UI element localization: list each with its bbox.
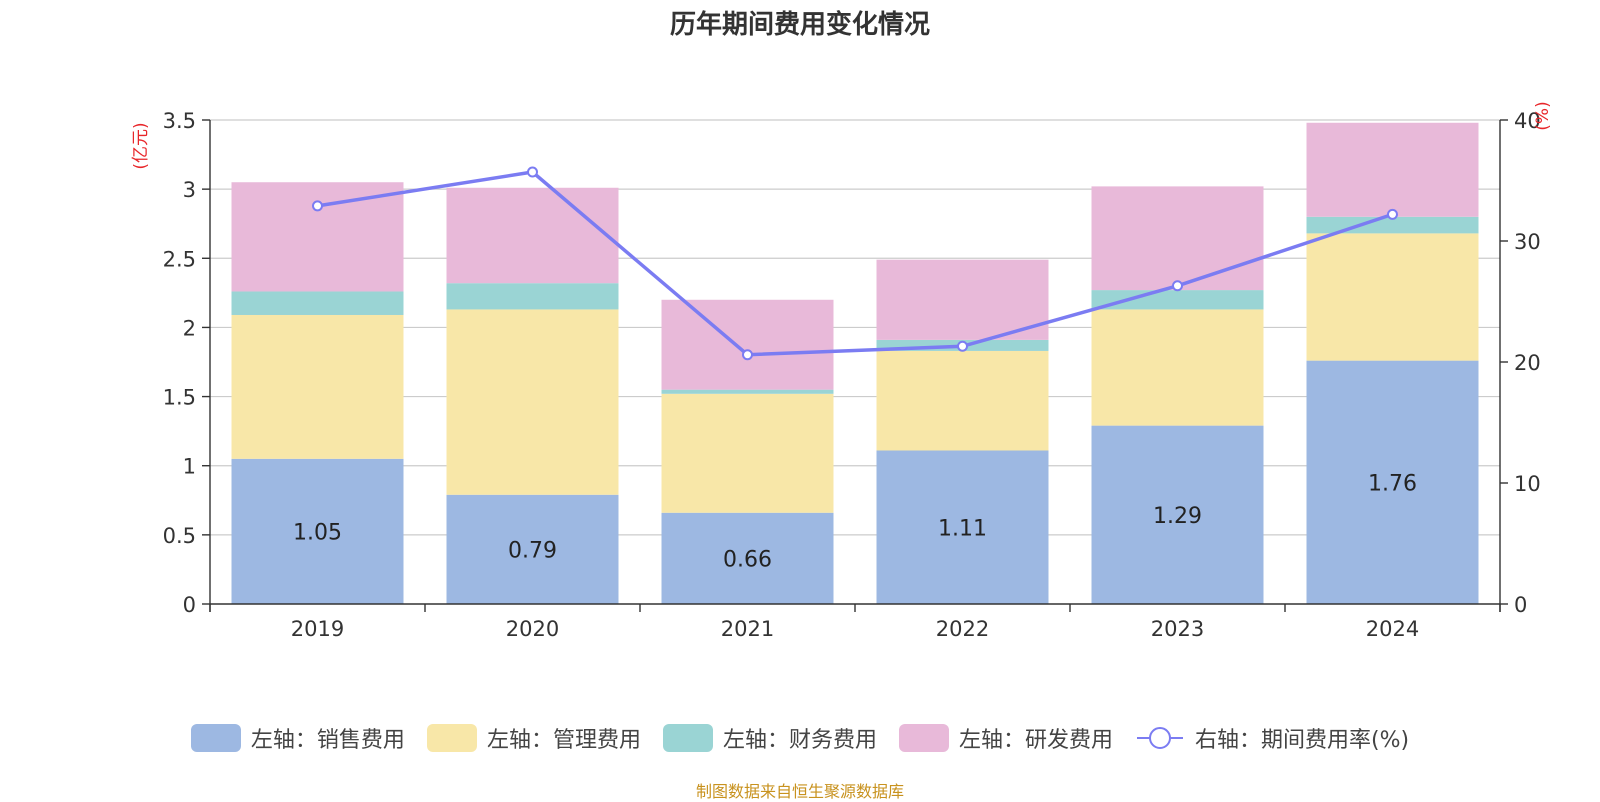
bar-value-label: 1.76 [1368,471,1417,496]
axis-layer: 0 0.5 1 1.5 2 2.5 3 3.5 0 10 20 30 40 2019 2020 2021 202… [131,101,1553,641]
legend-item-rd[interactable]: 左轴：研发费用 [898,722,1113,754]
legend: 左轴：销售费用 左轴：管理费用 左轴：财务费用 左轴：研发费用 右轴：期间费用率(%) [0,718,1600,758]
legend-item-admin[interactable]: 左轴：管理费用 [426,722,641,754]
chart-title: 历年期间费用变化情况 [669,10,930,40]
line-point-2023 [1172,280,1183,292]
left-axis-tick-label: 1 [183,455,196,479]
left-axis-unit: (亿元) [131,122,151,169]
bar-sales-2024 [1306,360,1479,604]
line-point-2020 [527,166,538,178]
legend-label: 右轴：期间费用率(%) [1194,728,1410,753]
bar-value-label: 0.79 [508,538,557,563]
bar-layer [231,122,1479,604]
right-axis-unit: (%) [1533,101,1553,130]
legend-swatch-admin [426,724,477,752]
left-axis-tick-label: 0.5 [163,524,196,548]
left-axis-tick-label: 0 [183,593,196,617]
bar-sales-2020 [446,494,619,604]
bar-finance-2020 [446,283,619,310]
line-point-2019 [312,200,323,212]
line-layer [312,166,1398,361]
bar-rd-2023 [1091,186,1264,291]
bar-rd-2021 [661,299,834,390]
legend-line-marker-icon [1136,727,1183,749]
x-axis-tick-label: 2024 [1366,617,1419,641]
legend-item-finance[interactable]: 左轴：财务费用 [662,722,877,754]
x-axis-tick-label: 2020 [506,617,559,641]
bar-sales-2021 [661,512,834,604]
bar-admin-2024 [1306,233,1479,361]
bar-sales-2023 [1091,425,1264,604]
bar-value-label: 0.66 [723,547,772,572]
legend-swatch-sales [190,724,241,752]
bar-admin-2019 [231,314,404,459]
legend-swatch-rd [898,724,949,752]
x-axis-tick-label: 2022 [936,617,989,641]
bar-rd-2020 [446,187,619,284]
x-axis-tick-label: 2019 [291,617,344,641]
right-axis-tick-label: 10 [1514,472,1541,496]
grid-layer [210,119,1500,536]
left-axis-tick-label: 2 [183,316,196,340]
legend-item-line[interactable]: 右轴：期间费用率(%) [1135,722,1409,754]
left-axis-tick-label: 1.5 [163,386,196,410]
right-axis-tick-label: 0 [1514,593,1527,617]
line-point-2024 [1387,208,1398,220]
label-layer: 1.05 0.79 0.66 1.11 1.29 1.76 [293,471,1417,572]
bar-admin-2022 [876,350,1049,451]
bar-rd-2022 [876,259,1049,340]
bar-rd-2019 [231,182,404,292]
legend-label: 左轴：财务费用 [722,728,877,753]
bar-admin-2020 [446,309,619,495]
left-axis-tick-label: 3.5 [163,109,196,133]
x-axis-tick-label: 2023 [1151,617,1204,641]
bar-finance-2021 [661,389,834,394]
bar-finance-2023 [1091,290,1264,310]
legend-label: 左轴：管理费用 [486,728,641,753]
bar-admin-2021 [661,393,834,513]
right-axis-tick-label: 20 [1514,351,1541,375]
left-axis-tick-label: 3 [183,178,196,202]
bar-rd-2024 [1306,122,1479,217]
right-axis-tick-label: 40 [1514,109,1541,133]
bar-value-label: 1.05 [293,520,342,545]
bar-finance-2019 [231,291,404,315]
line-point-2022 [957,340,968,352]
bar-sales-2022 [876,450,1049,604]
bar-value-label: 1.11 [938,516,987,541]
right-axis-tick-label: 30 [1514,230,1541,254]
left-axis-tick-label: 2.5 [163,247,196,271]
legend-label: 左轴：研发费用 [958,728,1113,753]
bar-admin-2023 [1091,309,1264,426]
bar-sales-2019 [231,458,404,604]
line-series-rate [317,170,1394,357]
line-point-2021 [742,349,753,361]
source-footer: 制图数据来自恒生聚源数据库 [695,782,904,801]
legend-swatch-finance [662,724,713,752]
x-axis-tick-label: 2021 [721,617,774,641]
legend-item-sales[interactable]: 左轴：销售费用 [190,722,405,754]
bar-value-label: 1.29 [1153,504,1202,529]
legend-label: 左轴：销售费用 [250,728,405,753]
